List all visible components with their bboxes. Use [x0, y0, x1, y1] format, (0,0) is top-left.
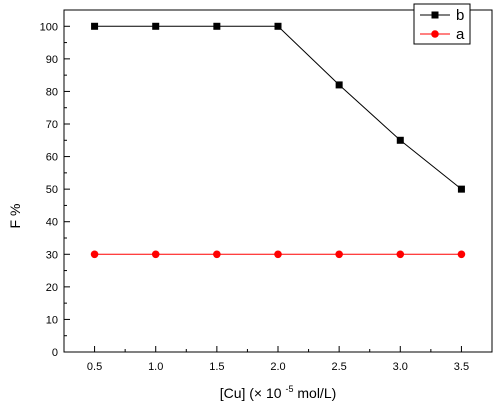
x-axis-title-exponent: -5: [285, 384, 293, 394]
data-point-a: [396, 250, 405, 259]
x-tick-label: 2.0: [270, 361, 285, 373]
x-tick-label: 3.0: [393, 361, 408, 373]
x-tick-label: 1.5: [209, 361, 224, 373]
data-point-a: [90, 250, 99, 259]
x-axis: 0.5 1.0 1.5 2.0 2.5 3.0 3.5: [87, 346, 469, 373]
x-axis-title-suffix: mol/L): [297, 385, 336, 401]
legend-label-a: a: [456, 26, 465, 43]
data-point-b: [152, 22, 160, 30]
y-axis: 0 10 20 30 40 50 60 70 80 90 100: [40, 21, 70, 359]
y-tick-label: 0: [52, 347, 58, 359]
y-tick-label: 30: [46, 249, 58, 261]
data-point-b: [91, 22, 99, 30]
y-tick-label: 80: [46, 86, 58, 98]
data-point-b: [457, 185, 465, 193]
plot-frame: [63, 9, 493, 353]
data-point-a: [151, 250, 160, 259]
y-tick-label: 100: [40, 21, 58, 33]
y-tick-label: 60: [46, 152, 58, 164]
data-point-a: [274, 250, 282, 259]
x-tick-label: 3.5: [454, 361, 469, 373]
y-tick-label: 40: [46, 217, 58, 229]
y-axis-title: F %: [7, 204, 23, 229]
series-layer: [90, 22, 466, 259]
legend: ba: [413, 3, 471, 45]
legend-box: [413, 3, 471, 45]
x-tick-label: 2.5: [331, 361, 346, 373]
data-point-a: [213, 250, 221, 259]
y-tick-label: 20: [46, 282, 58, 294]
data-point-a: [457, 250, 466, 259]
data-point-b: [396, 136, 404, 144]
x-tick-label: 0.5: [87, 361, 102, 373]
series-a: [90, 250, 466, 259]
y-tick-label: 50: [46, 184, 58, 196]
data-point-b: [274, 22, 282, 30]
series-b: [91, 22, 465, 193]
x-tick-label: 1.0: [148, 361, 163, 373]
legend-marker-a: [431, 30, 439, 38]
data-point-b: [213, 22, 221, 30]
data-point-b: [335, 81, 343, 89]
x-axis-title-prefix: [Cu] (× 10: [220, 385, 282, 401]
legend-label-b: b: [456, 7, 464, 24]
x-axis-title: [Cu] (× 10 -5 mol/L): [220, 379, 337, 401]
y-tick-label: 90: [46, 54, 58, 66]
series-line-b: [94, 25, 462, 190]
y-tick-label: 10: [46, 314, 58, 326]
data-point-a: [335, 250, 343, 259]
legend-marker-b: [431, 11, 439, 19]
y-tick-label: 70: [46, 119, 58, 131]
